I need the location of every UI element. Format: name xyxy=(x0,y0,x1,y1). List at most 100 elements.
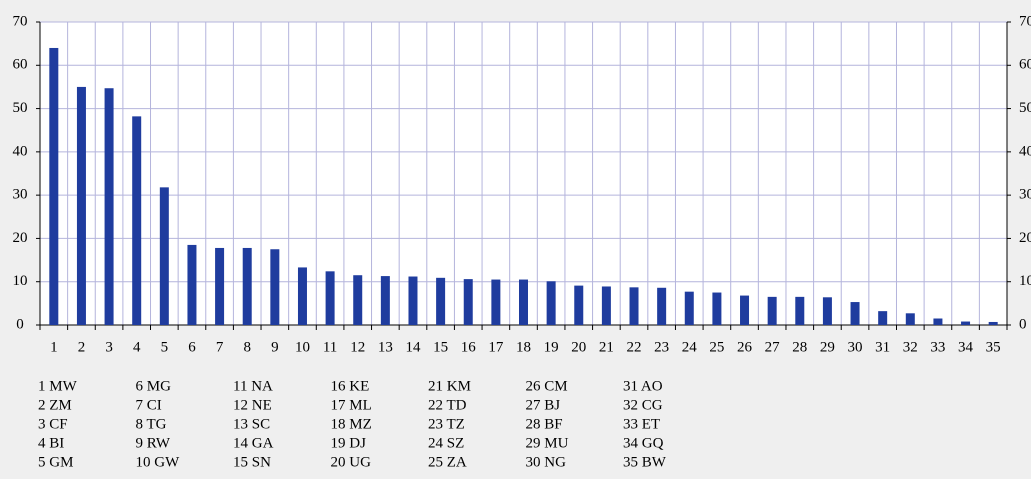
key-entry: 32 CG xyxy=(623,397,663,413)
x-tick-label: 31 xyxy=(875,339,890,355)
x-tick-label: 29 xyxy=(820,339,835,355)
bar xyxy=(436,277,446,325)
key-entry: 6 MG xyxy=(136,378,172,394)
key-entry: 12 NE xyxy=(233,397,272,413)
bar xyxy=(684,291,694,325)
bar xyxy=(132,116,142,325)
bar xyxy=(159,187,169,325)
x-tick-label: 8 xyxy=(243,339,251,355)
key-entry: 23 TZ xyxy=(428,416,465,432)
x-tick-label: 6 xyxy=(188,339,196,355)
key-entry: 31 AO xyxy=(623,378,663,394)
x-tick-label: 35 xyxy=(986,339,1001,355)
key-entry: 8 TG xyxy=(136,416,167,432)
x-tick-label: 13 xyxy=(378,339,393,355)
bar xyxy=(408,276,418,325)
x-tick-label: 34 xyxy=(958,339,974,355)
x-tick-label: 1 xyxy=(50,339,58,355)
key-entry: 2 ZM xyxy=(38,397,72,413)
plot-area xyxy=(40,22,1007,325)
y-tick-label: 50 xyxy=(13,100,28,116)
bar xyxy=(601,286,611,325)
x-tick-label: 28 xyxy=(792,339,807,355)
bar xyxy=(463,279,473,325)
bar xyxy=(878,311,888,325)
bar xyxy=(380,276,390,325)
y2-tick-label: 50 xyxy=(1019,100,1031,116)
key-entry: 33 ET xyxy=(623,416,660,432)
y2-tick-label: 60 xyxy=(1019,57,1031,73)
key-entry: 24 SZ xyxy=(428,435,464,451)
key-entry: 15 SN xyxy=(233,454,271,470)
key-entry: 28 BF xyxy=(526,416,563,432)
key-entry: 14 GA xyxy=(233,435,274,451)
key-entry: 16 KE xyxy=(331,378,370,394)
key-entry: 27 BJ xyxy=(526,397,561,413)
x-tick-label: 27 xyxy=(765,339,781,355)
bar xyxy=(961,321,971,325)
bar xyxy=(767,296,777,325)
y-tick-label: 30 xyxy=(13,187,28,203)
bar xyxy=(822,297,832,325)
y2-tick-label: 40 xyxy=(1019,143,1031,159)
y-tick-label: 40 xyxy=(13,143,28,159)
key-entry: 21 KM xyxy=(428,378,471,394)
bar xyxy=(546,281,556,325)
x-tick-label: 20 xyxy=(571,339,586,355)
bar xyxy=(574,285,584,325)
x-tick-label: 17 xyxy=(488,339,504,355)
x-tick-label: 26 xyxy=(737,339,753,355)
bar xyxy=(76,86,86,325)
bar xyxy=(712,292,722,325)
x-tick-label: 5 xyxy=(161,339,169,355)
key-entry: 22 TD xyxy=(428,397,467,413)
x-tick-label: 19 xyxy=(544,339,559,355)
bar xyxy=(353,275,363,325)
bar xyxy=(988,321,998,325)
bar xyxy=(270,249,280,325)
x-tick-label: 12 xyxy=(350,339,365,355)
key-entry: 4 BI xyxy=(38,435,64,451)
y2-tick-label: 30 xyxy=(1019,187,1031,203)
bar xyxy=(297,267,307,325)
y-tick-label: 0 xyxy=(16,316,24,332)
key-entry: 5 GM xyxy=(38,454,73,470)
y2-tick-label: 0 xyxy=(1019,316,1027,332)
x-tick-label: 33 xyxy=(930,339,945,355)
key-entry: 3 CF xyxy=(38,416,68,432)
x-tick-label: 23 xyxy=(654,339,669,355)
x-tick-label: 7 xyxy=(216,339,224,355)
x-tick-label: 25 xyxy=(709,339,724,355)
bar xyxy=(187,244,197,325)
bar xyxy=(657,287,667,325)
bar xyxy=(242,247,252,325)
bar xyxy=(491,279,501,325)
x-tick-label: 4 xyxy=(133,339,141,355)
key-entry: 30 NG xyxy=(526,454,567,470)
key-entry: 18 MZ xyxy=(331,416,372,432)
key-entry: 1 MW xyxy=(38,378,78,394)
x-tick-label: 16 xyxy=(461,339,477,355)
key-entry: 10 GW xyxy=(136,454,181,470)
bar xyxy=(795,296,805,325)
bar xyxy=(933,318,943,325)
x-tick-label: 24 xyxy=(682,339,698,355)
y-tick-label: 60 xyxy=(13,57,28,73)
x-tick-label: 21 xyxy=(599,339,614,355)
y-tick-label: 70 xyxy=(13,13,28,29)
x-tick-label: 18 xyxy=(516,339,531,355)
x-tick-label: 32 xyxy=(903,339,918,355)
key-entry: 20 UG xyxy=(331,454,372,470)
x-tick-label: 10 xyxy=(295,339,310,355)
key-entry: 35 BW xyxy=(623,454,667,470)
bar xyxy=(49,47,59,325)
key-entry: 34 GQ xyxy=(623,435,664,451)
key-entry: 26 CM xyxy=(526,378,568,394)
bar xyxy=(905,313,915,325)
key-entry: 25 ZA xyxy=(428,454,467,470)
x-tick-label: 15 xyxy=(433,339,448,355)
y2-tick-label: 20 xyxy=(1019,230,1031,246)
y2-tick-label: 70 xyxy=(1019,13,1031,29)
x-tick-label: 2 xyxy=(78,339,86,355)
